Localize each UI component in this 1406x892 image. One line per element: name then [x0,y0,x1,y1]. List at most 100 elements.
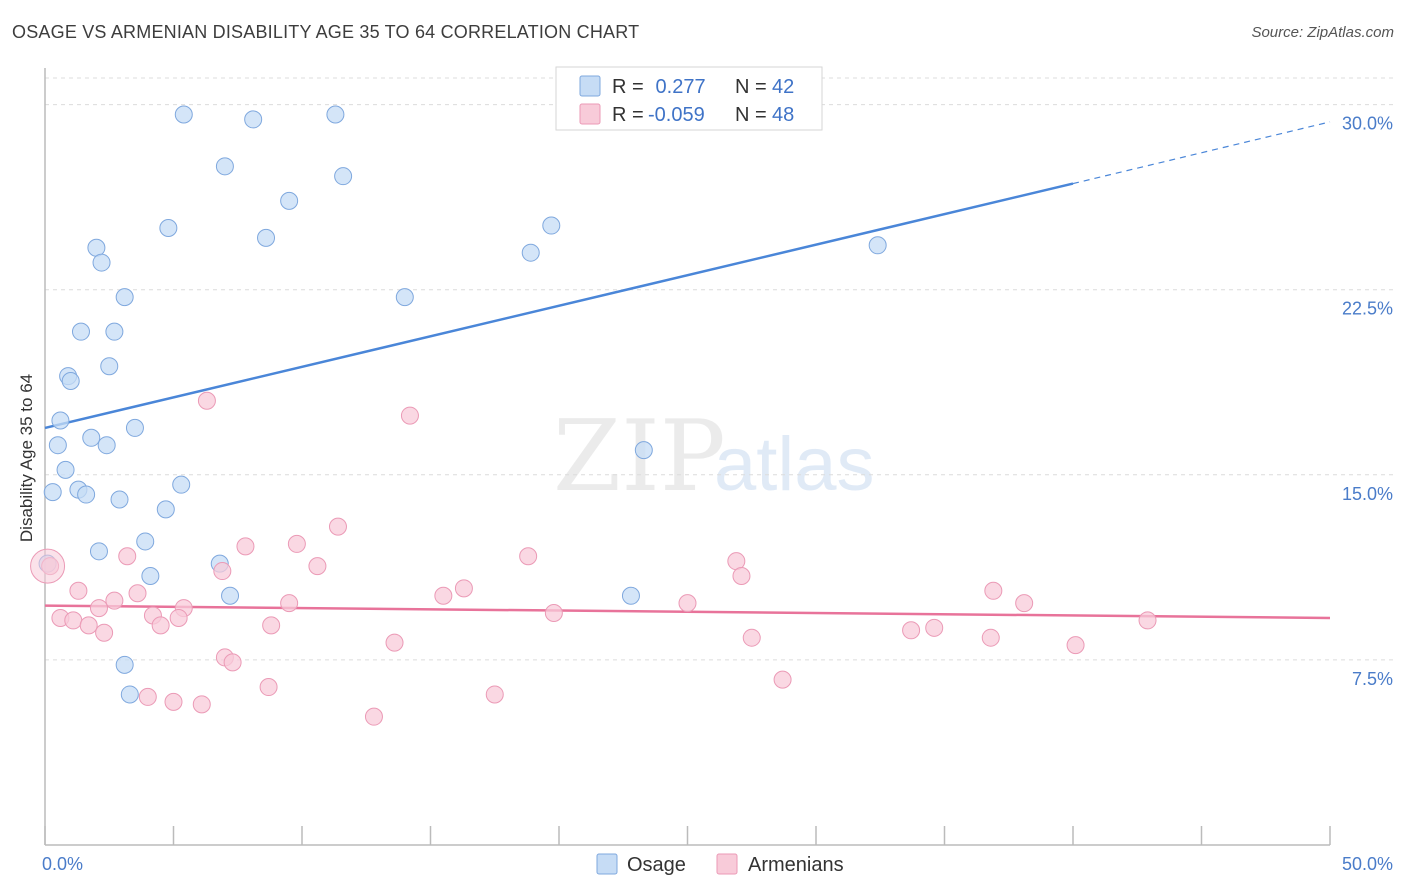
point-armenians [128,584,147,603]
point-osage [105,322,124,341]
point-armenians [138,687,157,706]
point-armenians [259,678,278,697]
point-armenians [981,628,1000,647]
point-osage [89,542,108,561]
point-armenians [223,653,242,672]
legend-bottom-label-armenians: Armenians [748,854,844,876]
point-large-bubble [30,548,66,584]
y-tick-label: 22.5% [1342,299,1393,319]
point-armenians [1138,611,1157,630]
y-tick-label: 15.0% [1342,484,1393,504]
y-axis-title: Disability Age 35 to 64 [17,374,36,542]
legend-bottom: Osage Armenians [596,853,844,876]
point-armenians [280,594,299,613]
point-armenians [308,557,327,576]
point-armenians [984,581,1003,600]
point-osage [521,243,540,262]
point-armenians [925,618,944,637]
point-osage [868,236,887,255]
point-osage [56,460,75,479]
point-osage [159,219,178,238]
point-armenians [385,633,404,652]
point-osage [634,441,653,460]
point-armenians [485,685,504,704]
point-osage [92,253,111,272]
point-osage [156,500,175,519]
point-osage [100,357,119,376]
point-armenians [118,547,137,566]
point-armenians [79,616,98,635]
point-armenians [364,707,383,726]
point-armenians [519,547,538,566]
point-armenians [192,695,211,714]
legend-bottom-swatch-osage [596,853,618,875]
point-osage [115,655,134,674]
tick-labels: 7.5% 15.0% 22.5% 30.0% 0.0% 50.0% [42,114,1393,874]
point-armenians [544,604,563,623]
point-armenians [151,616,170,635]
point-armenians [400,406,419,425]
legend-swatch-armenians [579,103,601,125]
legend-n-value-armenians: 48 [772,104,794,126]
point-osage [172,475,191,494]
point-armenians [213,562,232,581]
point-armenians [1066,636,1085,655]
point-osage [115,288,134,307]
chart-source: Source: ZipAtlas.com [1251,24,1394,41]
point-osage [542,216,561,235]
point-osage [120,685,139,704]
legend-r-label-osage: R = [612,76,644,98]
legend-r-label-armenians: R = [612,104,644,126]
legend-n-label-osage: N = [735,76,767,98]
watermark: ZIP atlas [553,400,875,514]
legend-swatch-osage [579,75,601,97]
point-armenians [164,692,183,711]
point-osage [215,157,234,176]
point-armenians [236,537,255,556]
legend-n-value-osage: 42 [772,76,794,98]
legend-bottom-swatch-armenians [716,853,738,875]
point-osage [174,105,193,124]
point-armenians [89,599,108,618]
point-osage [110,490,129,509]
point-armenians [197,391,216,410]
trend-line-osage [44,182,1074,430]
point-osage [71,322,90,341]
trend-extension-osage [1072,121,1331,185]
x-tick-label: 50.0% [1342,854,1393,874]
point-osage [125,418,144,437]
point-osage [621,586,640,605]
point-armenians [454,579,473,598]
point-osage [77,485,96,504]
point-osage [82,428,101,447]
point-armenians [328,517,347,536]
legend-n-label-armenians: N = [735,104,767,126]
point-armenians [434,586,453,605]
point-osage [136,532,155,551]
point-osage [244,110,263,129]
legend-top: R = 0.277 N = 42 R = -0.059 N = 48 [555,66,823,131]
point-osage [334,167,353,186]
point-osage [61,372,80,391]
y-tick-label: 30.0% [1342,114,1393,134]
y-tick-label: 7.5% [1352,669,1393,689]
x-tick-label: 0.0% [42,854,83,874]
legend-r-value-osage: 0.277 [650,76,706,98]
grid-lines [45,77,1395,661]
point-armenians [287,534,306,553]
point-armenians [64,611,83,630]
point-armenians [262,616,281,635]
point-armenians [902,621,921,640]
point-armenians [773,670,792,689]
point-osage [48,436,67,455]
point-osage [51,411,70,430]
point-osage [326,105,345,124]
legend-bottom-label-osage: Osage [627,854,686,876]
point-armenians [69,581,88,600]
point-armenians [732,566,751,585]
data-points [30,105,1157,726]
point-armenians [1015,594,1034,613]
point-armenians [105,591,124,610]
axes [44,68,1331,846]
